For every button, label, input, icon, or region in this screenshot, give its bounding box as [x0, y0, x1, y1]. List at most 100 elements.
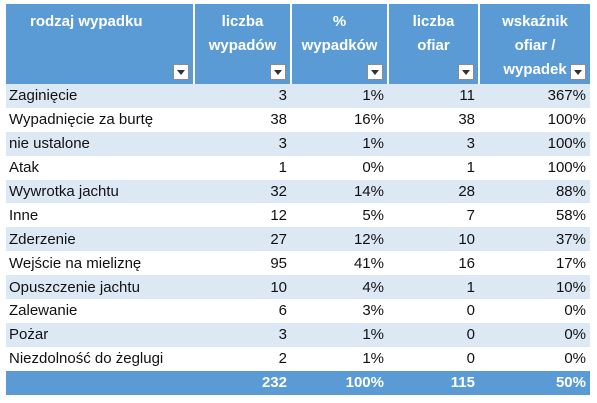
rate-cell[interactable]: 37%: [479, 227, 590, 252]
pct-cell[interactable]: 3%: [291, 299, 388, 323]
totals-victims-cell[interactable]: 115: [388, 370, 479, 395]
header-accident-pct: % wypadków: [291, 4, 389, 84]
chevron-down-icon: [177, 69, 185, 75]
rate-cell[interactable]: 17%: [479, 251, 590, 276]
totals-label-cell[interactable]: [6, 370, 194, 395]
victims-cell[interactable]: 38: [388, 107, 479, 132]
name-cell[interactable]: Zderzenie: [6, 227, 194, 252]
header-row: rodzaj wypadku liczba wypadów % wypadków…: [6, 4, 590, 84]
pct-cell[interactable]: 1%: [291, 131, 388, 156]
table-row: Zaginięcie 3 1% 11 367%: [6, 84, 590, 108]
pct-cell[interactable]: 41%: [291, 251, 388, 276]
header-label: liczba ofiar: [412, 13, 455, 54]
pct-cell[interactable]: 0%: [291, 155, 388, 180]
table-row: Atak 1 0% 1 100%: [6, 155, 590, 180]
rate-cell[interactable]: 100%: [479, 131, 590, 156]
pct-cell[interactable]: 1%: [291, 84, 388, 108]
count-cell[interactable]: 2: [194, 346, 291, 371]
victims-cell[interactable]: 1: [388, 155, 479, 180]
table-row: Zalewanie 6 3% 0 0%: [6, 299, 590, 323]
pct-cell[interactable]: 12%: [291, 227, 388, 252]
rate-cell[interactable]: 0%: [479, 322, 590, 347]
pct-cell[interactable]: 1%: [291, 322, 388, 347]
header-label: wskaźnik: [502, 13, 568, 30]
totals-pct-cell[interactable]: 100%: [291, 370, 388, 395]
name-cell[interactable]: Wywrotka jachtu: [6, 179, 194, 204]
table-row: Pożar 3 1% 0 0%: [6, 322, 590, 347]
header-label: ofiar /: [514, 37, 556, 54]
table-row: nie ustalone 3 1% 3 100%: [6, 131, 590, 156]
filter-dropdown-button[interactable]: [570, 64, 586, 80]
pct-cell[interactable]: 14%: [291, 179, 388, 204]
victims-cell[interactable]: 1: [388, 275, 479, 300]
rate-cell[interactable]: 367%: [479, 84, 590, 108]
name-cell[interactable]: Zaginięcie: [6, 84, 194, 108]
name-cell[interactable]: Wypadnięcie za burtę: [6, 107, 194, 132]
name-cell[interactable]: Inne: [6, 203, 194, 228]
victims-cell[interactable]: 10: [388, 227, 479, 252]
header-label: wypadek: [503, 61, 567, 78]
table-row: Opuszczenie jachtu 10 4% 1 10%: [6, 275, 590, 300]
pct-cell[interactable]: 5%: [291, 203, 388, 228]
victims-cell[interactable]: 3: [388, 131, 479, 156]
filter-dropdown-button[interactable]: [173, 64, 189, 80]
accidents-table: rodzaj wypadku liczba wypadów % wypadków…: [6, 4, 590, 395]
totals-count-cell[interactable]: 232: [194, 370, 291, 395]
rate-cell[interactable]: 58%: [479, 203, 590, 228]
pct-cell[interactable]: 1%: [291, 346, 388, 371]
count-cell[interactable]: 1: [194, 155, 291, 180]
filter-dropdown-button[interactable]: [270, 64, 286, 80]
count-cell[interactable]: 3: [194, 322, 291, 347]
victims-cell[interactable]: 7: [388, 203, 479, 228]
table-row: Zderzenie 27 12% 10 37%: [6, 227, 590, 252]
victims-cell[interactable]: 0: [388, 322, 479, 347]
header-victim-rate: wskaźnik ofiar / wypadek: [479, 4, 590, 84]
pct-cell[interactable]: 16%: [291, 107, 388, 132]
rate-cell[interactable]: 0%: [479, 346, 590, 371]
totals-rate-cell[interactable]: 50%: [479, 370, 590, 395]
header-label: liczba: [221, 13, 264, 30]
name-cell[interactable]: Wejście na mieliznę: [6, 251, 194, 276]
name-cell[interactable]: Pożar: [6, 322, 194, 347]
name-cell[interactable]: Opuszczenie jachtu: [6, 275, 194, 300]
rate-cell[interactable]: 100%: [479, 107, 590, 132]
rate-cell[interactable]: 10%: [479, 275, 590, 300]
count-cell[interactable]: 12: [194, 203, 291, 228]
count-cell[interactable]: 95: [194, 251, 291, 276]
header-label: rodzaj wypadku: [30, 13, 143, 30]
filter-dropdown-button[interactable]: [367, 64, 383, 80]
header-label: wypadków: [301, 37, 378, 54]
table-body: Zaginięcie 3 1% 11 367% Wypadnięcie za burtę 3…: [6, 84, 590, 371]
name-cell[interactable]: Zalewanie: [6, 299, 194, 323]
chevron-down-icon: [371, 69, 379, 75]
chevron-down-icon: [574, 69, 582, 75]
header-accident-type: rodzaj wypadku: [6, 4, 195, 84]
count-cell[interactable]: 3: [194, 84, 291, 108]
count-cell[interactable]: 6: [194, 299, 291, 323]
count-cell[interactable]: 38: [194, 107, 291, 132]
header-accident-count: liczba wypadów: [194, 4, 292, 84]
filter-dropdown-button[interactable]: [458, 64, 474, 80]
rate-cell[interactable]: 100%: [479, 155, 590, 180]
table-row: Inne 12 5% 7 58%: [6, 203, 590, 228]
victims-cell[interactable]: 16: [388, 251, 479, 276]
name-cell[interactable]: Niezdolność do żeglugi: [6, 346, 194, 371]
header-label: %: [332, 13, 347, 30]
victims-cell[interactable]: 28: [388, 179, 479, 204]
header-victim-count: liczba ofiar: [388, 4, 480, 84]
count-cell[interactable]: 10: [194, 275, 291, 300]
victims-cell[interactable]: 11: [388, 84, 479, 108]
rate-cell[interactable]: 0%: [479, 299, 590, 323]
name-cell[interactable]: nie ustalone: [6, 131, 194, 156]
name-cell[interactable]: Atak: [6, 155, 194, 180]
count-cell[interactable]: 3: [194, 131, 291, 156]
count-cell[interactable]: 32: [194, 179, 291, 204]
pct-cell[interactable]: 4%: [291, 275, 388, 300]
count-cell[interactable]: 27: [194, 227, 291, 252]
header-label: wypadów: [208, 37, 277, 54]
rate-cell[interactable]: 88%: [479, 179, 590, 204]
victims-cell[interactable]: 0: [388, 299, 479, 323]
table-row: Niezdolność do żeglugi 2 1% 0 0%: [6, 346, 590, 371]
victims-cell[interactable]: 0: [388, 346, 479, 371]
chevron-down-icon: [462, 69, 470, 75]
